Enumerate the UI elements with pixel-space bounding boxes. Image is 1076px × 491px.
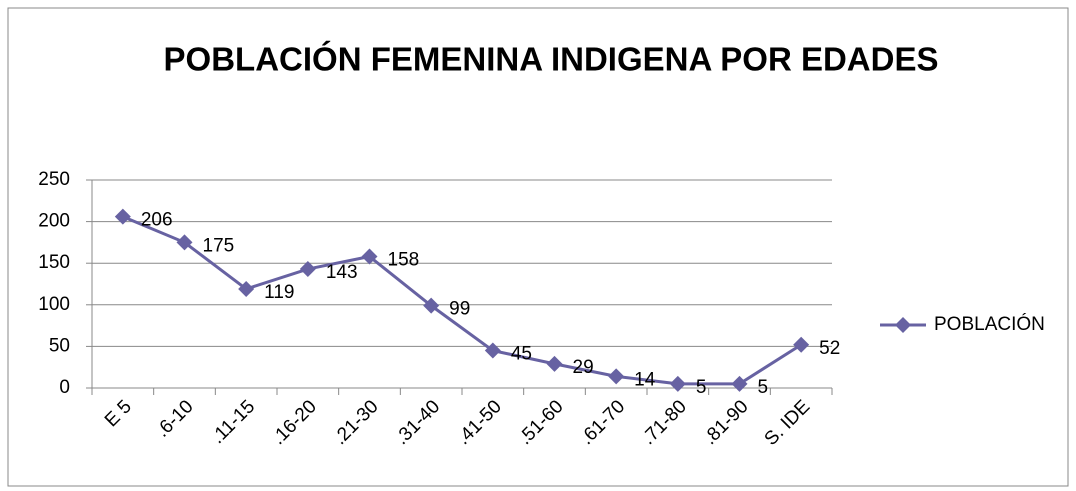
y-tick-label: 150 [38, 252, 70, 273]
data-label: 158 [388, 250, 420, 271]
data-point [176, 234, 193, 251]
legend-label: POBLACIÓN [934, 313, 1045, 335]
data-label: 175 [203, 235, 235, 256]
data-point [238, 280, 255, 297]
data-point [114, 208, 131, 225]
data-point [546, 355, 563, 372]
legend-marker [895, 317, 911, 333]
y-tick-label: 250 [38, 169, 70, 190]
data-point [669, 375, 686, 392]
data-point [423, 297, 440, 314]
data-label: 45 [511, 344, 532, 365]
data-label: 119 [264, 282, 294, 303]
y-tick-label: 100 [38, 294, 70, 315]
data-label: 143 [326, 262, 358, 283]
y-tick-label: 50 [49, 335, 70, 356]
data-label: 52 [819, 338, 840, 359]
data-point [299, 261, 316, 278]
data-point [731, 375, 748, 392]
data-point [793, 336, 810, 353]
series-line [122, 215, 802, 386]
data-label: 29 [573, 357, 594, 378]
y-tick-label: 0 [59, 377, 70, 398]
data-label: 5 [696, 377, 707, 398]
data-label: 99 [449, 299, 470, 320]
data-point [361, 248, 378, 265]
data-point [484, 342, 501, 359]
data-label: 14 [634, 369, 656, 390]
data-label: 206 [141, 210, 173, 231]
data-label: 5 [758, 377, 769, 398]
y-tick-label: 200 [38, 211, 70, 232]
chart-title: POBLACIÓN FEMENINA INDIGENA POR EDADES [164, 41, 939, 78]
data-point [608, 368, 625, 385]
